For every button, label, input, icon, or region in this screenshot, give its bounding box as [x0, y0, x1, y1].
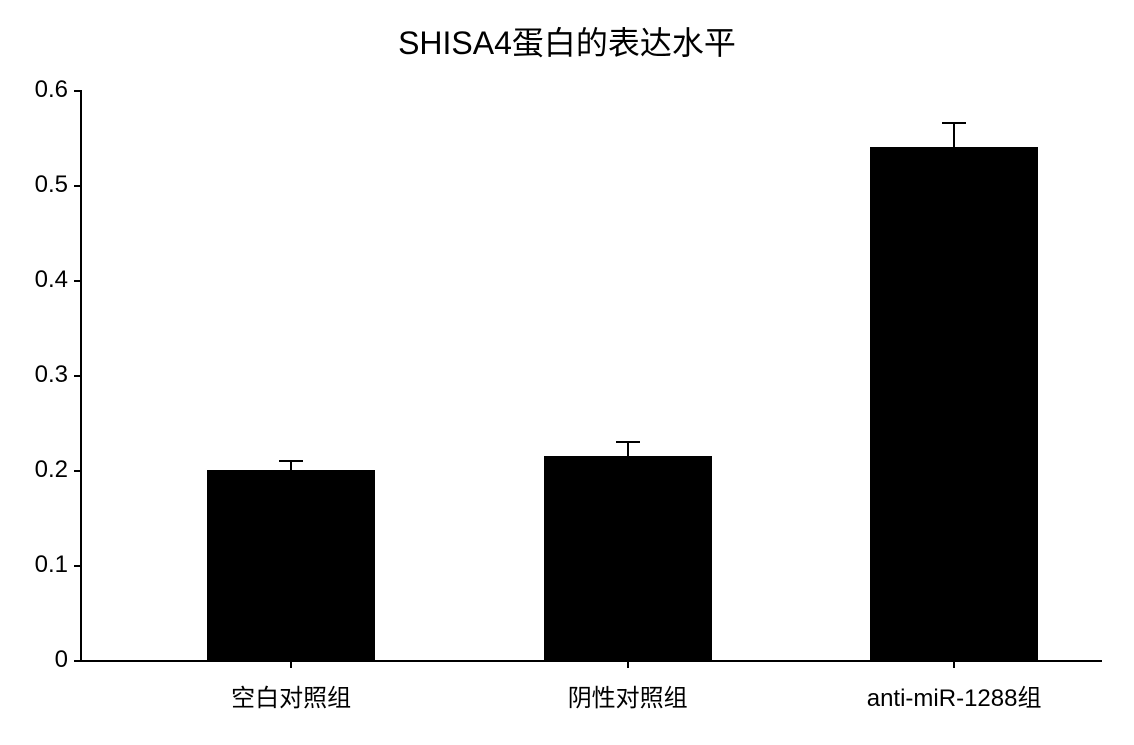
error-bar-stem [627, 442, 629, 456]
error-bar-cap [279, 460, 303, 462]
x-tick-label: 阴性对照组 [568, 660, 688, 713]
plot-area: 00.10.20.30.40.50.6空白对照组阴性对照组anti-miR-12… [80, 90, 1102, 662]
bar [870, 147, 1038, 660]
y-tick-label: 0.5 [35, 171, 82, 199]
chart-container: SHISA4蛋白的表达水平 00.10.20.30.40.50.6空白对照组阴性… [0, 0, 1134, 745]
bar [544, 456, 712, 660]
chart-title: SHISA4蛋白的表达水平 [0, 18, 1134, 64]
y-tick-label: 0.4 [35, 266, 82, 294]
y-tick-label: 0.2 [35, 456, 82, 484]
y-tick-label: 0.3 [35, 361, 82, 389]
bar [207, 470, 375, 660]
error-bar-cap [942, 122, 966, 124]
error-bar-stem [953, 123, 955, 147]
error-bar-cap [616, 441, 640, 443]
x-tick-label: 空白对照组 [231, 660, 351, 713]
x-tick-label: anti-miR-1288组 [867, 660, 1042, 713]
y-tick-label: 0.6 [35, 76, 82, 104]
y-tick-label: 0.1 [35, 551, 82, 579]
error-bar-stem [290, 461, 292, 471]
y-tick-label: 0 [55, 646, 82, 674]
